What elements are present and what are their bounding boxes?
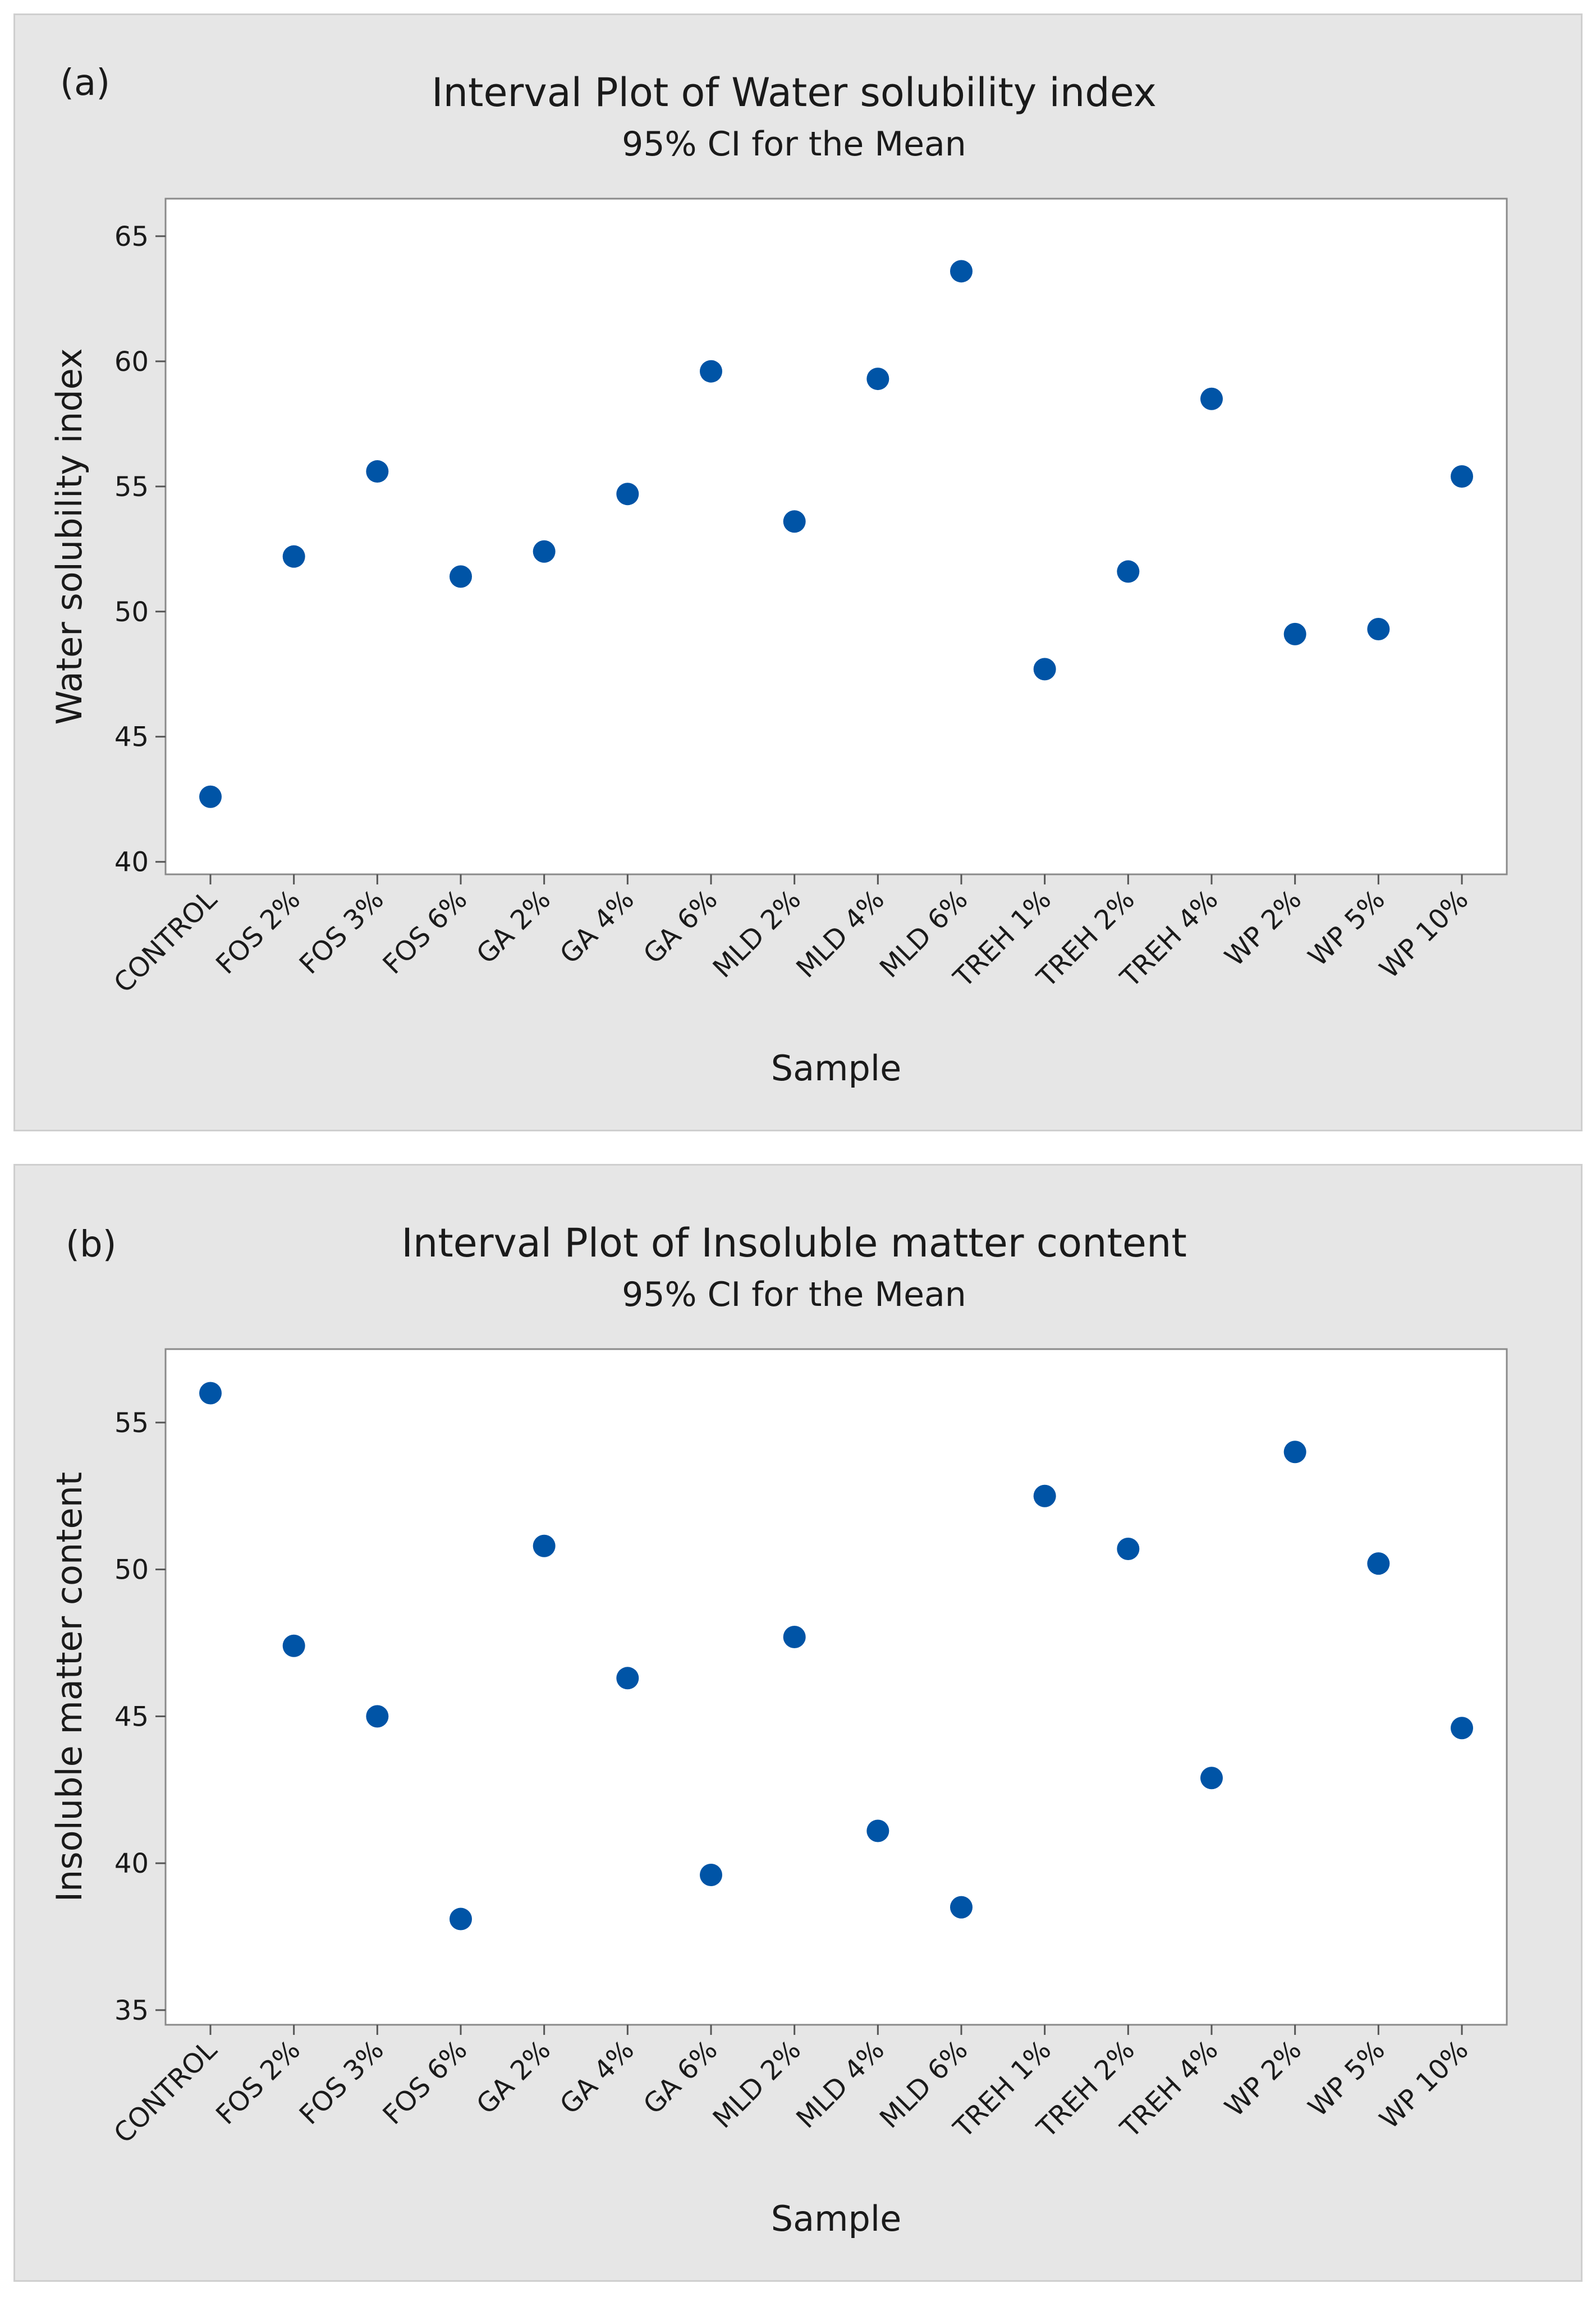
chart-title: Interval Plot of Insoluble matter conten…: [401, 1220, 1187, 1266]
y-tick-label: 40: [114, 1848, 149, 1879]
data-points: [199, 260, 1473, 808]
x-tick-label: GA 4%: [554, 2034, 640, 2121]
data-point: [282, 545, 305, 568]
data-point: [1033, 658, 1056, 681]
x-tick-label: GA 4%: [554, 884, 640, 970]
chart-b-svg: (b) Interval Plot of Insoluble matter co…: [49, 1220, 1508, 2239]
x-axis-label: Sample: [771, 1048, 901, 1089]
chart-a-svg: (a) Interval Plot of Water solubility in…: [49, 62, 1508, 1089]
data-point: [533, 1534, 556, 1557]
y-axis-label: Insoluble matter content: [49, 1472, 90, 1902]
data-point: [616, 1667, 639, 1690]
data-points: [199, 1382, 1473, 1930]
x-tick-label: MLD 2%: [707, 884, 808, 984]
y-tick-label: 45: [114, 1701, 149, 1732]
x-tick-label: WP 10%: [1374, 2034, 1475, 2135]
data-point: [1283, 622, 1306, 645]
panel-label: (a): [60, 62, 110, 104]
data-point: [1200, 387, 1223, 410]
x-tick-label: GA 2%: [470, 884, 557, 970]
x-tick-label: WP 2%: [1219, 884, 1308, 973]
data-point: [783, 1626, 806, 1649]
x-tick-label: WP 10%: [1374, 884, 1475, 985]
data-point: [282, 1634, 305, 1657]
data-point: [1117, 1537, 1140, 1560]
panel-label: (b): [66, 1224, 117, 1265]
plot-area: [164, 1348, 1508, 2026]
data-point: [1117, 560, 1140, 583]
y-tick-label: 45: [114, 722, 149, 753]
x-axis-label: Sample: [771, 2198, 901, 2239]
y-tick-label: 50: [114, 1554, 149, 1586]
x-tick-label: FOS 6%: [377, 884, 473, 980]
chart-subtitle: 95% CI for the Mean: [622, 125, 966, 164]
x-tick-label: FOS 3%: [293, 2034, 390, 2131]
y-tick-label: 35: [114, 1995, 149, 2026]
data-point: [1367, 617, 1390, 640]
y-tick-label: 55: [114, 471, 149, 503]
data-point: [533, 540, 556, 563]
data-point: [950, 260, 973, 283]
data-point: [450, 565, 472, 588]
x-tick-label: CONTROL: [108, 884, 223, 999]
data-point: [866, 368, 889, 391]
data-point: [199, 1382, 222, 1405]
x-tick-label: MLD 4%: [790, 884, 891, 984]
x-tick-label: CONTROL: [108, 2034, 223, 2150]
y-tick-label: 40: [114, 847, 149, 878]
data-point: [1283, 1441, 1306, 1464]
plot-area: [164, 198, 1508, 875]
data-point: [1451, 465, 1473, 488]
data-point: [950, 1896, 973, 1919]
x-tick-label: FOS 2%: [210, 2034, 306, 2131]
data-point: [700, 360, 722, 383]
data-point: [1033, 1484, 1056, 1507]
data-point: [366, 1705, 389, 1728]
x-tick-label: WP 2%: [1219, 2034, 1308, 2123]
data-point: [1451, 1717, 1473, 1740]
x-tick-label: FOS 2%: [210, 884, 306, 980]
y-tick-label: 55: [114, 1407, 149, 1439]
y-tick-label: 50: [114, 597, 149, 628]
data-point: [616, 483, 639, 506]
chart-panel-b: (b) Interval Plot of Insoluble matter co…: [13, 1164, 1583, 2282]
x-tick-label: GA 6%: [638, 884, 724, 970]
data-point: [199, 785, 222, 808]
x-tick-label: GA 2%: [470, 2034, 557, 2121]
chart-title: Interval Plot of Water solubility index: [432, 70, 1157, 116]
x-tick-label: FOS 3%: [293, 884, 390, 980]
data-point: [366, 460, 389, 483]
data-point: [866, 1819, 889, 1842]
data-point: [1200, 1767, 1223, 1790]
y-axis: 40 45 50 55 60 65: [114, 221, 166, 878]
y-tick-label: 65: [114, 221, 149, 253]
x-tick-label: FOS 6%: [377, 2034, 473, 2131]
x-tick-label: GA 6%: [638, 2034, 724, 2121]
x-tick-label: MLD 2%: [707, 2034, 808, 2135]
data-point: [450, 1907, 472, 1930]
chart-panel-a: (a) Interval Plot of Water solubility in…: [13, 13, 1583, 1131]
chart-subtitle: 95% CI for the Mean: [622, 1275, 966, 1314]
data-point: [700, 1864, 722, 1887]
y-axis-label: Water solubility index: [49, 348, 90, 724]
x-tick-label: MLD 4%: [790, 2034, 891, 2135]
data-point: [1367, 1552, 1390, 1575]
data-point: [783, 510, 806, 533]
y-axis: 35 40 45 50 55: [114, 1407, 166, 2026]
y-tick-label: 60: [114, 346, 149, 378]
